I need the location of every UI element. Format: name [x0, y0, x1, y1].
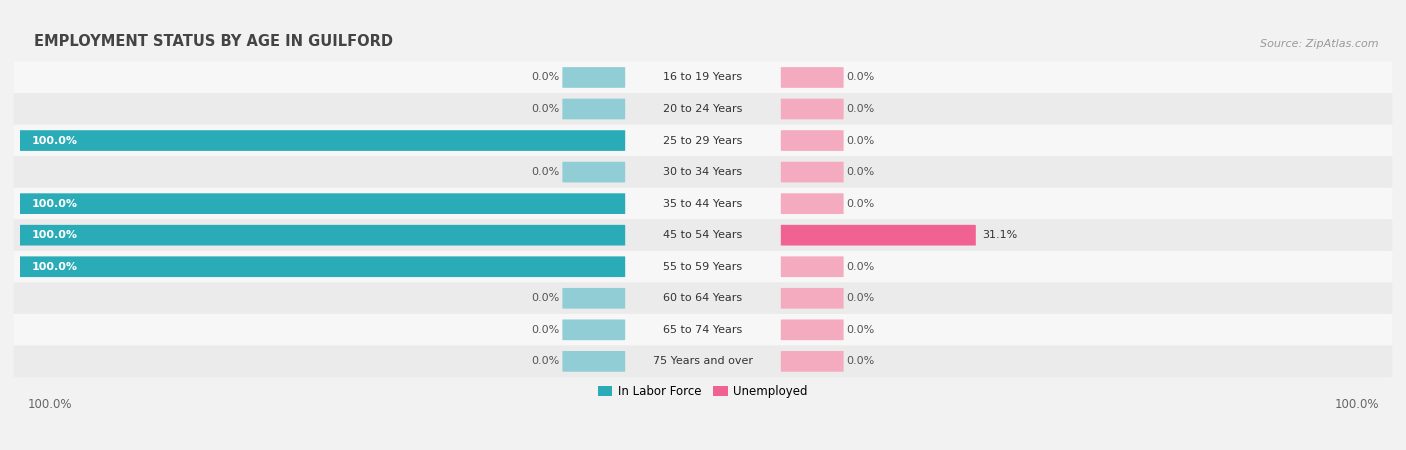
Text: 100.0%: 100.0%	[31, 135, 77, 145]
FancyBboxPatch shape	[17, 256, 626, 277]
FancyBboxPatch shape	[14, 251, 1392, 283]
FancyBboxPatch shape	[780, 99, 844, 119]
Text: 0.0%: 0.0%	[846, 293, 875, 303]
Text: 0.0%: 0.0%	[531, 356, 560, 366]
Text: Source: ZipAtlas.com: Source: ZipAtlas.com	[1260, 39, 1379, 49]
FancyBboxPatch shape	[780, 130, 844, 151]
FancyBboxPatch shape	[14, 346, 1392, 377]
Text: 0.0%: 0.0%	[531, 72, 560, 82]
Text: 65 to 74 Years: 65 to 74 Years	[664, 325, 742, 335]
Text: 16 to 19 Years: 16 to 19 Years	[664, 72, 742, 82]
Text: 55 to 59 Years: 55 to 59 Years	[664, 262, 742, 272]
FancyBboxPatch shape	[562, 99, 626, 119]
FancyBboxPatch shape	[14, 219, 1392, 251]
Text: 35 to 44 Years: 35 to 44 Years	[664, 198, 742, 209]
FancyBboxPatch shape	[780, 162, 844, 182]
Text: 45 to 54 Years: 45 to 54 Years	[664, 230, 742, 240]
Text: 0.0%: 0.0%	[531, 325, 560, 335]
Text: 100.0%: 100.0%	[27, 398, 72, 411]
Text: 20 to 24 Years: 20 to 24 Years	[664, 104, 742, 114]
FancyBboxPatch shape	[14, 188, 1392, 220]
Text: 0.0%: 0.0%	[846, 325, 875, 335]
Text: 0.0%: 0.0%	[846, 262, 875, 272]
Text: 0.0%: 0.0%	[531, 293, 560, 303]
FancyBboxPatch shape	[14, 62, 1392, 94]
Text: 31.1%: 31.1%	[983, 230, 1018, 240]
FancyBboxPatch shape	[562, 67, 626, 88]
FancyBboxPatch shape	[562, 351, 626, 372]
FancyBboxPatch shape	[14, 314, 1392, 346]
Text: 0.0%: 0.0%	[531, 104, 560, 114]
Text: 0.0%: 0.0%	[531, 167, 560, 177]
Legend: In Labor Force, Unemployed: In Labor Force, Unemployed	[593, 381, 813, 403]
FancyBboxPatch shape	[562, 288, 626, 309]
FancyBboxPatch shape	[562, 162, 626, 182]
Text: 100.0%: 100.0%	[1334, 398, 1379, 411]
FancyBboxPatch shape	[780, 320, 844, 340]
FancyBboxPatch shape	[14, 156, 1392, 188]
FancyBboxPatch shape	[780, 225, 976, 246]
FancyBboxPatch shape	[14, 93, 1392, 125]
Text: EMPLOYMENT STATUS BY AGE IN GUILFORD: EMPLOYMENT STATUS BY AGE IN GUILFORD	[34, 34, 394, 49]
FancyBboxPatch shape	[14, 282, 1392, 314]
Text: 0.0%: 0.0%	[846, 72, 875, 82]
Text: 100.0%: 100.0%	[31, 230, 77, 240]
Text: 30 to 34 Years: 30 to 34 Years	[664, 167, 742, 177]
Text: 0.0%: 0.0%	[846, 198, 875, 209]
Text: 0.0%: 0.0%	[846, 135, 875, 145]
FancyBboxPatch shape	[780, 194, 844, 214]
FancyBboxPatch shape	[17, 194, 626, 214]
Text: 0.0%: 0.0%	[846, 356, 875, 366]
FancyBboxPatch shape	[780, 256, 844, 277]
Text: 75 Years and over: 75 Years and over	[652, 356, 754, 366]
Text: 0.0%: 0.0%	[846, 167, 875, 177]
FancyBboxPatch shape	[14, 125, 1392, 157]
FancyBboxPatch shape	[780, 351, 844, 372]
Text: 100.0%: 100.0%	[31, 198, 77, 209]
FancyBboxPatch shape	[17, 225, 626, 246]
Text: 60 to 64 Years: 60 to 64 Years	[664, 293, 742, 303]
Text: 25 to 29 Years: 25 to 29 Years	[664, 135, 742, 145]
FancyBboxPatch shape	[780, 288, 844, 309]
Text: 0.0%: 0.0%	[846, 104, 875, 114]
FancyBboxPatch shape	[780, 67, 844, 88]
FancyBboxPatch shape	[562, 320, 626, 340]
Text: 100.0%: 100.0%	[31, 262, 77, 272]
FancyBboxPatch shape	[17, 130, 626, 151]
